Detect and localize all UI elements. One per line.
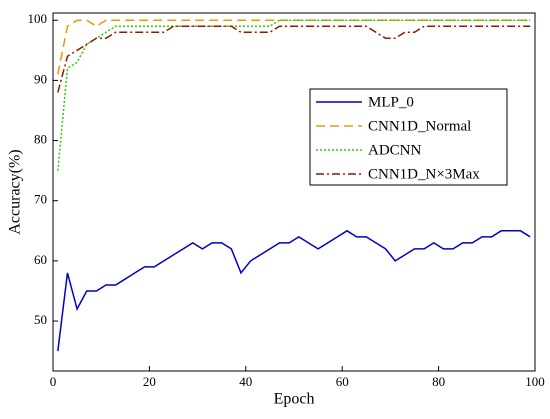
y-tick-label: 80 [34,132,47,147]
legend-label: CNN1D_Normal [368,118,471,134]
y-tick-label: 100 [28,11,48,26]
x-tick-label: 60 [336,374,349,389]
series-line [57,19,531,75]
plot-frame [52,12,536,372]
y-tick-label: 60 [34,252,47,267]
series-line [57,229,531,352]
x-tick-label: 40 [239,374,252,389]
series-line [57,19,531,171]
series-line [57,25,531,93]
y-axis-label: Accuracy(%) [7,149,24,234]
x-tick-label: 80 [432,374,445,389]
legend-label: MLP_0 [368,94,414,110]
x-tick-label: 20 [143,374,156,389]
legend-label: ADCNN [368,142,422,158]
x-tick-label: 0 [50,374,57,389]
x-axis-label: Epoch [274,391,315,408]
x-tick-label: 100 [525,374,545,389]
y-tick-label: 50 [34,312,47,327]
legend-label: CNN1D_N×3Max [368,166,480,182]
y-tick-label: 90 [34,71,47,86]
y-tick-label: 70 [34,192,47,207]
legend-box [309,88,508,186]
